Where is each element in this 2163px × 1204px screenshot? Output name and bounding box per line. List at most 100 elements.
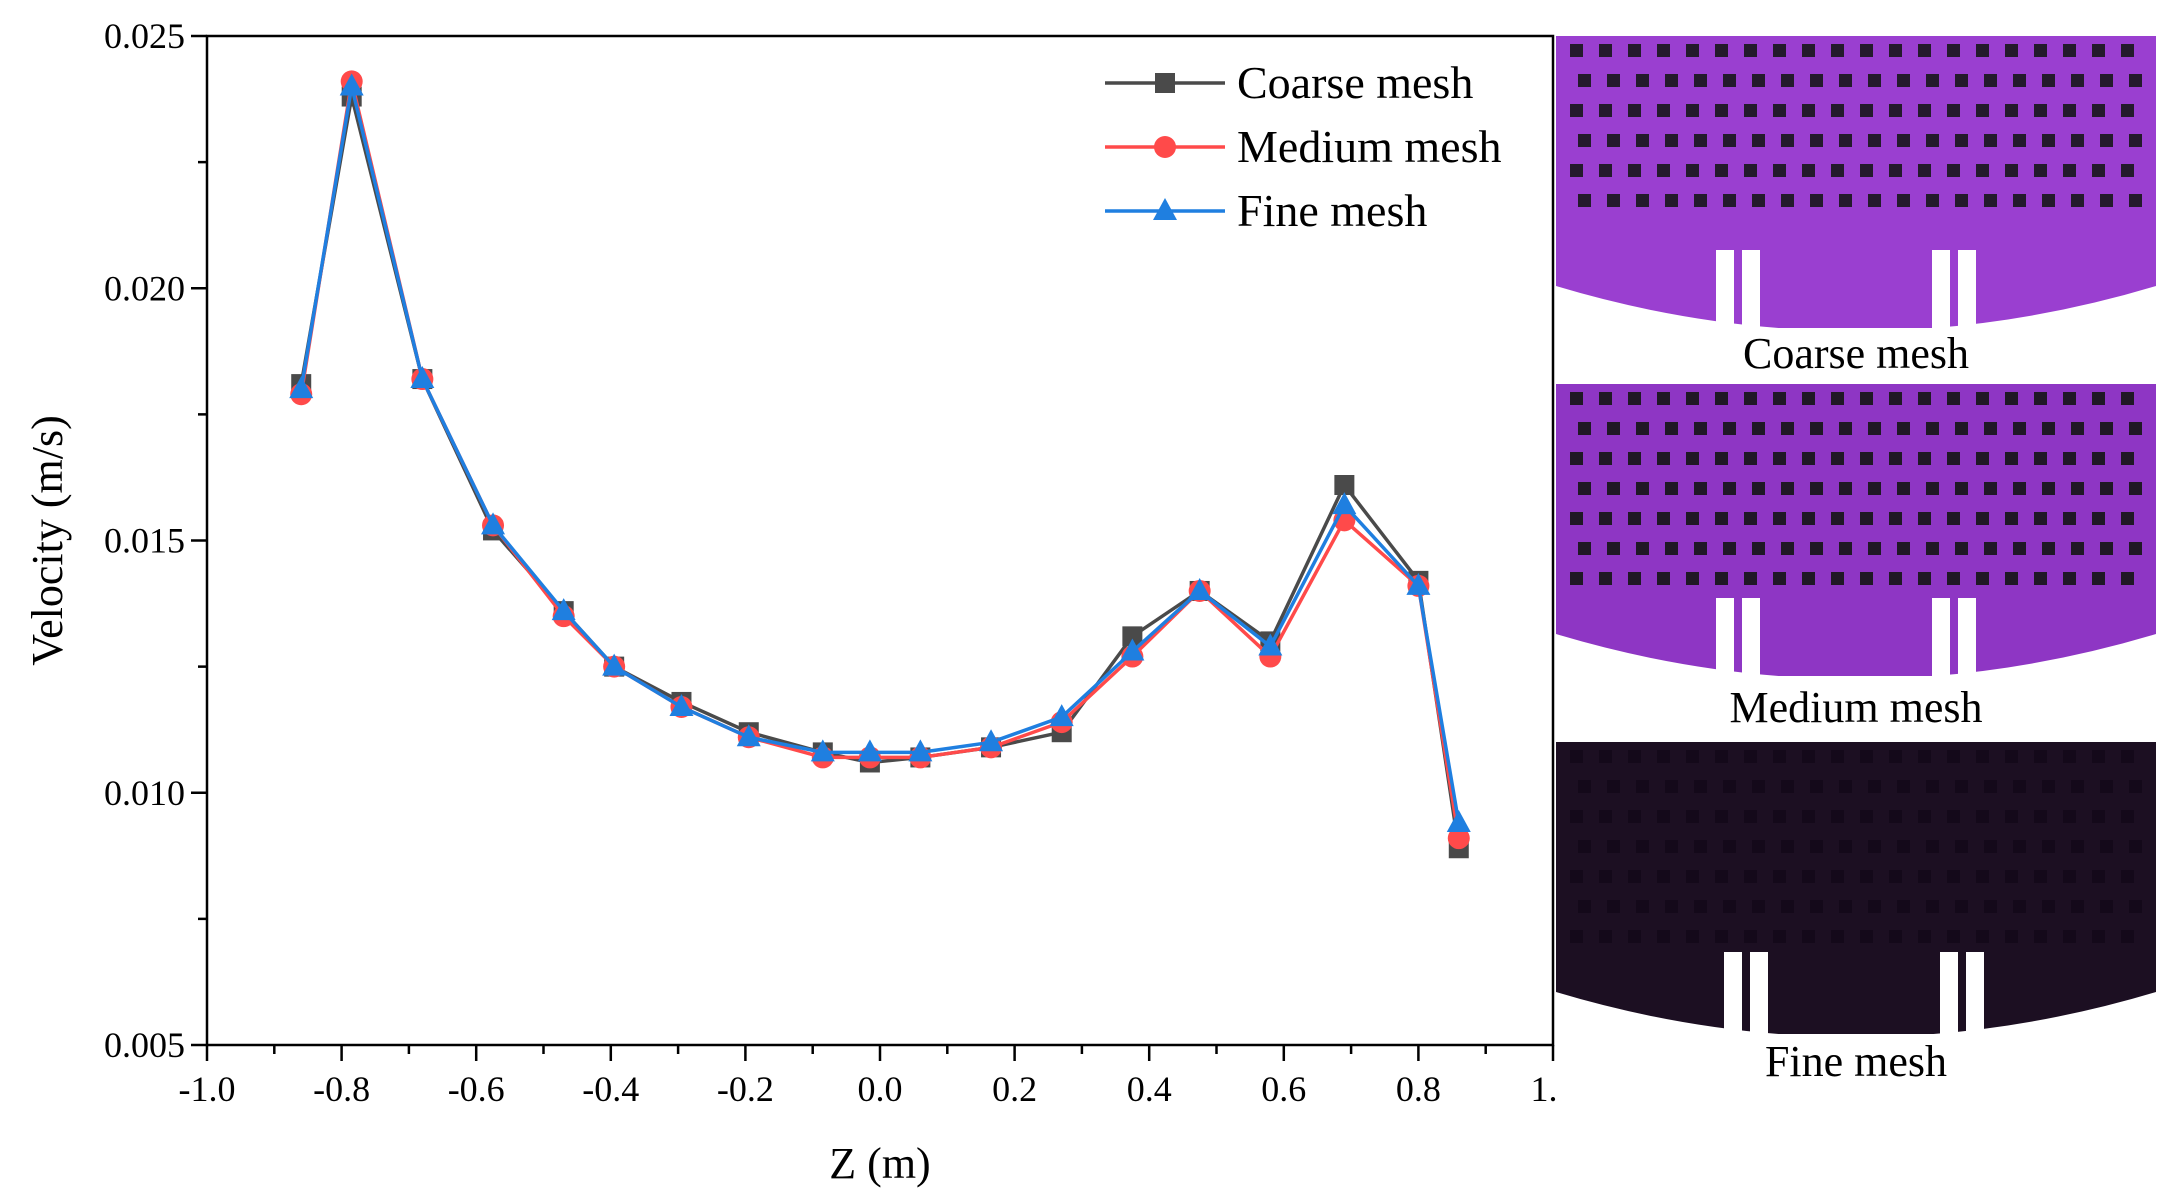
mesh-hole	[1628, 750, 1641, 763]
mesh-hole	[1744, 930, 1757, 943]
mesh-hole	[2042, 542, 2055, 555]
mesh-hole	[1947, 104, 1960, 117]
mesh-hole	[1947, 930, 1960, 943]
mesh-hole	[2013, 482, 2026, 495]
mesh-hole	[1599, 930, 1612, 943]
mesh-hole	[1694, 900, 1707, 913]
mesh-hole	[2092, 810, 2105, 823]
mesh-hole	[1897, 74, 1910, 87]
mesh-hole	[1636, 780, 1649, 793]
mesh-hole	[1723, 194, 1736, 207]
legend-fine-mesh-label: Fine mesh	[1237, 185, 1427, 236]
mesh-hole	[1868, 482, 1881, 495]
mesh-hole	[1657, 750, 1670, 763]
mesh-hole	[2071, 74, 2084, 87]
mesh-hole	[1657, 512, 1670, 525]
x-tick-label: -0.8	[313, 1069, 370, 1109]
mesh-hole	[1889, 572, 1902, 585]
mesh-hole	[2129, 74, 2142, 87]
mesh-hole	[2005, 452, 2018, 465]
mesh-hole	[1686, 750, 1699, 763]
mesh-hole	[1657, 930, 1670, 943]
mesh-hole	[1860, 164, 1873, 177]
mesh-hole	[1715, 572, 1728, 585]
fine-mesh-point	[1120, 638, 1145, 661]
fine-mesh-point	[979, 729, 1004, 752]
mesh-hole	[1665, 422, 1678, 435]
mesh-hole	[1744, 750, 1757, 763]
mesh-hole	[1810, 840, 1823, 853]
mesh-hole	[2034, 810, 2047, 823]
mesh-hole	[1926, 74, 1939, 87]
mesh-hole	[1897, 542, 1910, 555]
coarse-mesh-point	[1334, 475, 1355, 496]
mesh-hole	[1976, 810, 1989, 823]
mesh-hole	[2005, 512, 2018, 525]
mesh-hole	[1810, 74, 1823, 87]
mesh-hole	[2092, 164, 2105, 177]
mesh-hole	[1773, 44, 1786, 57]
mesh-hole	[1628, 392, 1641, 405]
mesh-hole	[1744, 164, 1757, 177]
mesh-hole	[2013, 900, 2026, 913]
mesh-hole	[1947, 512, 1960, 525]
mesh-hole	[2034, 512, 2047, 525]
mesh-hole	[2071, 840, 2084, 853]
mesh-hole	[2005, 572, 2018, 585]
mesh-hole	[1607, 74, 1620, 87]
mesh-hole	[1976, 572, 1989, 585]
mesh-hole	[1744, 512, 1757, 525]
mesh-hole	[1802, 750, 1815, 763]
mesh-hole	[1889, 44, 1902, 57]
mesh-hole	[1570, 392, 1583, 405]
mesh-hole	[2034, 870, 2047, 883]
x-tick-label: -0.4	[582, 1069, 639, 1109]
mesh-hole	[1947, 750, 1960, 763]
mesh-hole	[1839, 194, 1852, 207]
mesh-hole	[2092, 572, 2105, 585]
mesh-hole	[2063, 452, 2076, 465]
mesh-hole	[1578, 74, 1591, 87]
mesh-hole	[1752, 74, 1765, 87]
mesh-hole	[1889, 512, 1902, 525]
mesh-hole	[1723, 900, 1736, 913]
mesh-hole	[1831, 930, 1844, 943]
mesh-hole	[1918, 164, 1931, 177]
mesh-hole	[1657, 452, 1670, 465]
mesh-hole	[1715, 104, 1728, 117]
mesh-hole	[2100, 900, 2113, 913]
mesh-hole	[1723, 482, 1736, 495]
mesh-hole	[1715, 44, 1728, 57]
mesh-hole	[1744, 572, 1757, 585]
mesh-hole	[2092, 392, 2105, 405]
mesh-hole	[1810, 194, 1823, 207]
mesh-hole	[2092, 452, 2105, 465]
mesh-hole	[1752, 900, 1765, 913]
mesh-hole	[1984, 194, 1997, 207]
mesh-hole	[1752, 542, 1765, 555]
velocity-chart: -1.0 -0.8 -0.6 -0.4 -0.2 0.0 0.2 0.4 0.6 0.8 1.0 0.…	[23, 16, 1556, 1188]
mesh-hole	[2013, 780, 2026, 793]
mesh-hole	[1744, 452, 1757, 465]
fine-mesh-point	[289, 376, 314, 399]
mesh-hole	[1810, 542, 1823, 555]
mesh-hole	[1781, 422, 1794, 435]
mesh-hole	[2005, 392, 2018, 405]
mesh-hole	[2100, 74, 2113, 87]
mesh-hole	[1694, 134, 1707, 147]
x-tick-label: 0.6	[1261, 1069, 1306, 1109]
mesh-hole	[1607, 134, 1620, 147]
mesh-hole	[1976, 512, 1989, 525]
mesh-hole	[2129, 780, 2142, 793]
mesh-hole	[1831, 810, 1844, 823]
mesh-hole	[1781, 134, 1794, 147]
mesh-hole	[1802, 164, 1815, 177]
mesh-hole	[1947, 164, 1960, 177]
mesh-hole	[2042, 194, 2055, 207]
mesh-hole	[2013, 74, 2026, 87]
mesh-hole	[1578, 422, 1591, 435]
mesh-hole	[2005, 870, 2018, 883]
mesh-hole	[2034, 392, 2047, 405]
mesh-hole	[1802, 512, 1815, 525]
mesh-hole	[1918, 452, 1931, 465]
